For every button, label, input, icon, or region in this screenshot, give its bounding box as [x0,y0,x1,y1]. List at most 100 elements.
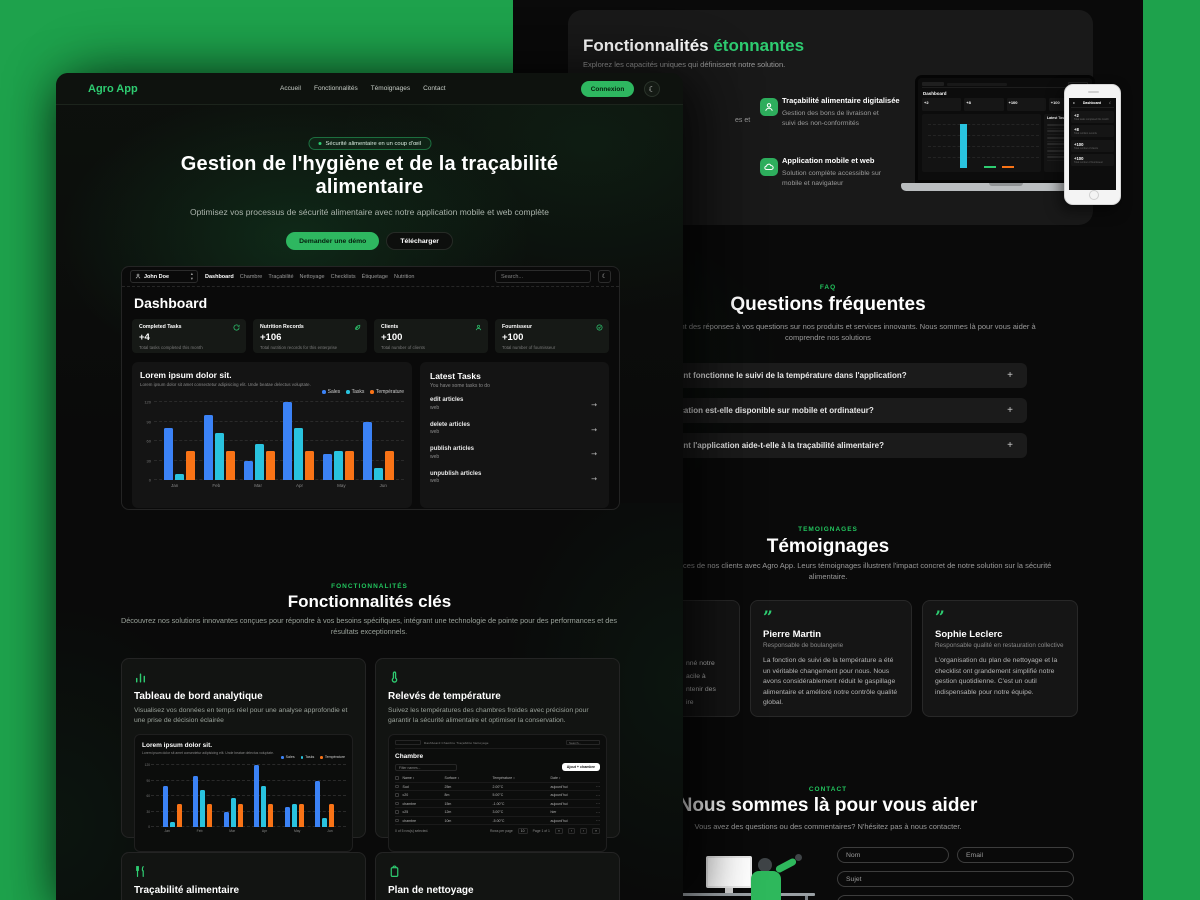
nav-link-contact[interactable]: Contact [423,85,446,92]
gridline: 0 [148,825,346,829]
chart-title: Lorem ipsum dolor sit. [140,370,232,380]
task-item[interactable]: publish articles web → [430,446,599,463]
laptop-dashboard-title: Dashboard [923,91,947,96]
row-checkbox[interactable] [395,810,399,814]
feature-item-desc: Solution complète accessible sur mobile … [782,170,881,187]
faq-item-temperature[interactable]: Comment fonctionne le suivi de la tempér… [640,363,1027,388]
request-demo-button[interactable]: Demander une démo [286,232,380,250]
chart-bar-tasks [373,468,383,480]
dashboard-menu-item-traçabilité[interactable]: Traçabilité [268,273,294,280]
dashboard-menu: Dashboard Chambre Traçabilité Nettoyage Chec… [205,274,414,280]
next-page-button[interactable]: › [579,828,588,835]
table-cell: chambre [402,801,417,806]
dashboard-moon-icon[interactable]: ☾ [598,270,611,283]
stat-label: Clients [381,324,399,330]
table-cell: 15m [444,801,452,806]
feature-card-temperature: Relevés de température Suivez les tempér… [375,658,620,853]
brand-logo[interactable]: Agro App [88,82,138,95]
plus-icon[interactable]: + [1007,405,1013,416]
row-actions-icon[interactable]: ⋯ [596,818,600,824]
first-page-button[interactable]: « [554,828,563,835]
faq-desc: Trouvez rapidement des réponses à vos qu… [620,322,1036,343]
stat-label: Completed Tasks [139,324,182,330]
navbar: Agro App Accueil Fonctionnalités Témoign… [56,73,683,105]
chart-bar-tasks [294,428,304,480]
y-tick-label: 60 [146,794,150,799]
feature-item-tracability: Traçabilité alimentaire digitalisée Gest… [760,96,910,129]
dashboard-menu-item-nettoyage[interactable]: Nettoyage [299,273,325,280]
nav-link-accueil[interactable]: Accueil [280,85,301,92]
select-all-checkbox[interactable] [395,776,399,780]
prev-page-button[interactable]: ‹ [567,828,575,835]
nav-link-fonctionnalites[interactable]: Fonctionnalités [313,85,358,92]
column-header-température[interactable]: Température ↕ [492,776,515,781]
column-header-surface[interactable]: Surface ↕ [444,776,460,781]
plus-icon[interactable]: + [1007,440,1013,451]
add-chambre-button[interactable]: Ajout + chambre [561,763,600,772]
legend-item-température: Température [320,755,345,759]
task-item[interactable]: delete articles web → [430,422,599,439]
arrow-right-icon[interactable]: → [591,401,597,409]
rows-per-page-select[interactable]: 10 [517,828,528,835]
connexion-button[interactable]: Connexion [581,81,634,97]
contact-subject-input[interactable] [837,871,1074,887]
row-actions-icon[interactable]: ⋯ [596,801,600,807]
refresh-icon [233,324,240,333]
nav-link-temoignages[interactable]: Témoignages [370,85,411,92]
faq-item-tracability[interactable]: Comment l'application aide-t-elle à la t… [640,433,1027,458]
arrow-right-icon[interactable]: → [591,425,597,434]
dashboard-menu-item-nutrition[interactable]: Nutrition [393,273,415,280]
testimonial-card-sophie: ” Sophie Leclerc Responsable qualité en … [922,600,1078,717]
dashboard-menu-item-checklists[interactable]: Checklists [330,273,356,280]
contact-email-input[interactable] [957,847,1074,863]
feature-card-desc: Visualisez vos données en temps réel pou… [134,707,348,725]
column-header-name[interactable]: Name ↕ [402,776,415,781]
table-cell: 2.00°C [492,784,504,789]
row-actions-icon[interactable]: ⋯ [596,809,600,815]
dashboard-menu-item-dashboard[interactable]: Dashboard [205,273,234,280]
row-checkbox[interactable] [395,801,399,806]
chart-bar-tasks [333,450,343,480]
agro-app-landing-page: Agro App Accueil Fonctionnalités Témoign… [56,73,683,900]
row-actions-icon[interactable]: ⋯ [596,792,600,798]
arrow-right-icon[interactable]: → [591,450,597,458]
download-button[interactable]: Télécharger [386,232,453,250]
table-cell: 25m [444,784,452,789]
cutlery-icon [134,865,353,879]
plus-icon[interactable]: + [1007,370,1013,381]
nav-links: Accueil Fonctionnalités Témoignages Cont… [280,85,446,92]
tasks-list: edit articles web → delete articles web → publ… [430,397,599,487]
person-icon [135,273,141,281]
column-header-date[interactable]: Date ↕ [550,776,561,781]
chart-subtitle: Lorem ipsum dolor sit amet consectetur a… [140,382,311,387]
mini-table-title: Chambre [395,753,424,761]
dashboard-menu-item-chambre[interactable]: Chambre [239,273,263,280]
dashboard-search-input[interactable]: Search... [495,270,591,283]
user-select[interactable]: John Doe ▴ ▾ [130,270,198,283]
row-checkbox[interactable] [395,793,399,797]
theme-toggle-moon-icon[interactable]: ☾ [644,81,660,97]
filter-input[interactable]: Filter names... [395,763,457,771]
row-actions-icon[interactable]: ⋯ [596,784,600,790]
laptop-base [901,183,1111,191]
faq-item-mobile[interactable]: L'application est-elle disponible sur mo… [640,398,1027,423]
contact-message-input[interactable] [837,895,1074,900]
chart-plot-area: 0 30 60 90 120 [144,400,404,483]
x-tick-label: May [337,483,346,488]
bar-group-jan [162,765,182,828]
legend-dot [320,756,323,759]
features-title: Fonctionnalités clés [287,592,452,611]
last-page-button[interactable]: » [592,828,600,835]
faq-question: Comment fonctionne le suivi de la tempér… [654,371,907,380]
task-item[interactable]: unpublish articles web → [430,471,599,488]
contact-name-input[interactable] [837,847,949,863]
row-checkbox[interactable] [395,784,399,789]
row-checkbox[interactable] [395,818,399,823]
x-axis-labels: Jan Feb Mar Apr May Jun [154,483,404,488]
mini-chart-panel: Lorem ipsum dolor sit. Lorem ipsum dolor… [134,734,353,853]
task-item[interactable]: edit articles web → [430,397,599,414]
dashboard-menu-item-étiquetage[interactable]: Étiquetage [361,273,388,280]
testimonial-fragment-line: acile à [686,673,706,680]
arrow-right-icon[interactable]: → [591,474,597,483]
features-eyebrow: FONCTIONNALITÉS [331,583,408,590]
